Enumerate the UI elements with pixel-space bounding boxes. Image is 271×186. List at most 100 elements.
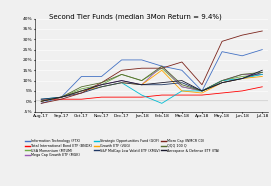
Growth ETF (VUG) — [180, 90, 183, 92]
Strategic Opportunities Fund (GOF) — [261, 73, 264, 76]
Aerospace & Defense ETF (ITA) — [220, 81, 224, 84]
USA Momentum (MTUM) — [60, 96, 63, 98]
Aerospace & Defense ETF (ITA) — [241, 77, 244, 80]
Aerospace & Defense ETF (ITA) — [60, 96, 63, 98]
Mega Cap Growth ETF (MGK) — [120, 79, 123, 82]
Micro Cap (WMCR C0) — [120, 69, 123, 71]
Growth ETF (VUG) — [160, 69, 163, 71]
Line: USA Momentum (MTUM): USA Momentum (MTUM) — [41, 68, 262, 101]
Micro Cap (WMCR C0) — [40, 102, 43, 105]
Total International Bond ETF (BNDX) — [261, 86, 264, 88]
Information Technology (FTX) — [241, 55, 244, 57]
S&P MidCap Low Volatil ETF (XMLV) — [120, 81, 123, 84]
Mega Cap Growth ETF (MGK) — [160, 65, 163, 67]
Micro Cap (WMCR C0) — [200, 84, 204, 86]
Mega Cap Growth ETF (MGK) — [220, 79, 224, 82]
Aerospace & Defense ETF (ITA) — [140, 84, 143, 86]
QQQ 100 Q — [80, 86, 83, 88]
Strategic Opportunities Fund (GOF) — [140, 94, 143, 96]
Line: Growth ETF (VUG): Growth ETF (VUG) — [41, 70, 262, 101]
S&P MidCap Low Volatil ETF (XMLV) — [241, 77, 244, 80]
Strategic Opportunities Fund (GOF) — [200, 90, 204, 92]
Strategic Opportunities Fund (GOF) — [40, 98, 43, 100]
Growth ETF (VUG) — [40, 100, 43, 102]
Total International Bond ETF (BNDX) — [220, 92, 224, 94]
Strategic Opportunities Fund (GOF) — [241, 77, 244, 80]
Line: Mega Cap Growth ETF (MGK): Mega Cap Growth ETF (MGK) — [41, 66, 262, 101]
Micro Cap (WMCR C0) — [241, 34, 244, 36]
S&P MidCap Low Volatil ETF (XMLV) — [100, 86, 103, 88]
Growth ETF (VUG) — [80, 90, 83, 92]
Strategic Opportunities Fund (GOF) — [160, 102, 163, 105]
Total International Bond ETF (BNDX) — [200, 94, 204, 96]
QQQ 100 Q — [100, 81, 103, 84]
QQQ 100 Q — [200, 90, 204, 92]
QQQ 100 Q — [40, 100, 43, 102]
QQQ 100 Q — [220, 79, 224, 82]
Total International Bond ETF (BNDX) — [80, 98, 83, 100]
USA Momentum (MTUM) — [200, 90, 204, 92]
Information Technology (FTX) — [180, 69, 183, 71]
Micro Cap (WMCR C0) — [220, 40, 224, 42]
USA Momentum (MTUM) — [261, 73, 264, 76]
QQQ 100 Q — [120, 73, 123, 76]
Strategic Opportunities Fund (GOF) — [60, 96, 63, 98]
Line: Information Technology (FTX): Information Technology (FTX) — [41, 50, 262, 103]
Strategic Opportunities Fund (GOF) — [180, 90, 183, 92]
Strategic Opportunities Fund (GOF) — [80, 90, 83, 92]
S&P MidCap Low Volatil ETF (XMLV) — [200, 90, 204, 92]
QQQ 100 Q — [60, 96, 63, 98]
Mega Cap Growth ETF (MGK) — [261, 73, 264, 76]
Micro Cap (WMCR C0) — [160, 67, 163, 69]
Mega Cap Growth ETF (MGK) — [100, 84, 103, 86]
Information Technology (FTX) — [140, 59, 143, 61]
Line: Micro Cap (WMCR C0): Micro Cap (WMCR C0) — [41, 31, 262, 103]
Information Technology (FTX) — [261, 49, 264, 51]
Strategic Opportunities Fund (GOF) — [120, 81, 123, 84]
S&P MidCap Low Volatil ETF (XMLV) — [40, 98, 43, 100]
Information Technology (FTX) — [60, 96, 63, 98]
Mega Cap Growth ETF (MGK) — [40, 100, 43, 102]
Aerospace & Defense ETF (ITA) — [160, 81, 163, 84]
Total International Bond ETF (BNDX) — [60, 98, 63, 100]
Mega Cap Growth ETF (MGK) — [180, 86, 183, 88]
Total International Bond ETF (BNDX) — [100, 96, 103, 98]
Legend: Information Technology (FTX), Total International Bond ETF (BNDX), USA Momentum : Information Technology (FTX), Total Inte… — [25, 139, 219, 157]
Micro Cap (WMCR C0) — [60, 98, 63, 100]
Growth ETF (VUG) — [100, 86, 103, 88]
Total International Bond ETF (BNDX) — [120, 96, 123, 98]
Line: Aerospace & Defense ETF (ITA): Aerospace & Defense ETF (ITA) — [41, 70, 262, 101]
Information Technology (FTX) — [200, 90, 204, 92]
Aerospace & Defense ETF (ITA) — [120, 79, 123, 82]
Line: Total International Bond ETF (BNDX): Total International Bond ETF (BNDX) — [41, 87, 262, 99]
Mega Cap Growth ETF (MGK) — [80, 90, 83, 92]
USA Momentum (MTUM) — [120, 73, 123, 76]
Information Technology (FTX) — [40, 102, 43, 105]
QQQ 100 Q — [160, 65, 163, 67]
Aerospace & Defense ETF (ITA) — [200, 90, 204, 92]
USA Momentum (MTUM) — [180, 86, 183, 88]
Mega Cap Growth ETF (MGK) — [60, 96, 63, 98]
Line: S&P MidCap Low Volatil ETF (XMLV): S&P MidCap Low Volatil ETF (XMLV) — [41, 72, 262, 99]
Growth ETF (VUG) — [241, 77, 244, 80]
S&P MidCap Low Volatil ETF (XMLV) — [261, 71, 264, 73]
Text: Second Tier Funds (median 3Mon Return = 9.4%): Second Tier Funds (median 3Mon Return = … — [49, 13, 222, 20]
Information Technology (FTX) — [80, 75, 83, 78]
USA Momentum (MTUM) — [40, 100, 43, 102]
Growth ETF (VUG) — [60, 96, 63, 98]
Aerospace & Defense ETF (ITA) — [261, 69, 264, 71]
Total International Bond ETF (BNDX) — [160, 94, 163, 96]
Aerospace & Defense ETF (ITA) — [100, 84, 103, 86]
Total International Bond ETF (BNDX) — [241, 90, 244, 92]
Growth ETF (VUG) — [200, 92, 204, 94]
Micro Cap (WMCR C0) — [140, 67, 143, 69]
QQQ 100 Q — [261, 71, 264, 73]
Mega Cap Growth ETF (MGK) — [200, 90, 204, 92]
Information Technology (FTX) — [120, 59, 123, 61]
S&P MidCap Low Volatil ETF (XMLV) — [180, 81, 183, 84]
QQQ 100 Q — [180, 84, 183, 86]
Total International Bond ETF (BNDX) — [40, 98, 43, 100]
Micro Cap (WMCR C0) — [80, 92, 83, 94]
Aerospace & Defense ETF (ITA) — [80, 90, 83, 92]
Aerospace & Defense ETF (ITA) — [40, 100, 43, 102]
